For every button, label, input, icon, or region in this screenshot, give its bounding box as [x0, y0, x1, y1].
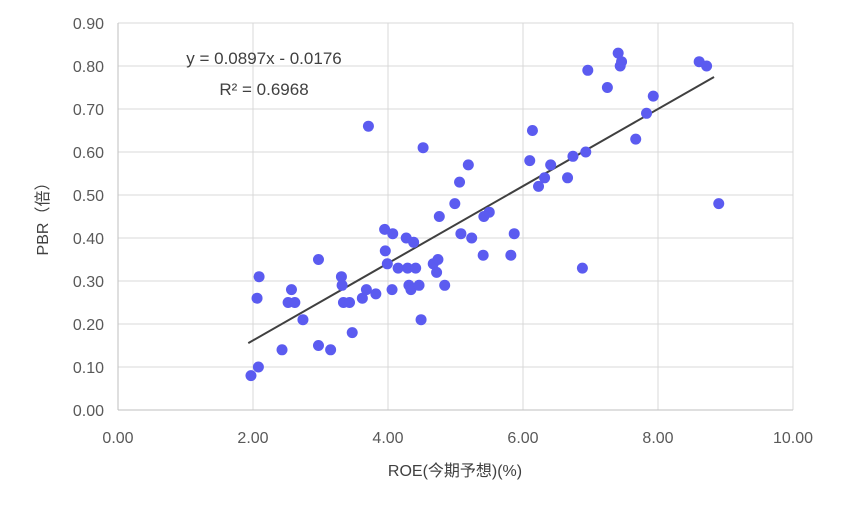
data-point — [360, 284, 372, 296]
data-point — [449, 198, 461, 210]
trendline — [247, 76, 715, 344]
data-point — [336, 279, 348, 291]
data-point — [462, 159, 474, 171]
data-point — [252, 361, 264, 373]
y-tick-label: 0.90 — [73, 16, 104, 33]
data-point — [477, 249, 489, 261]
data-point — [413, 279, 425, 291]
data-point — [285, 284, 297, 296]
data-point — [312, 254, 324, 265]
data-point — [245, 370, 257, 382]
data-point — [601, 82, 613, 93]
data-point — [410, 262, 422, 274]
data-point — [402, 262, 414, 274]
data-point — [483, 206, 495, 218]
data-point — [545, 159, 557, 171]
data-point — [362, 120, 374, 132]
data-point — [526, 125, 538, 136]
tick-labels: 0.00 0.10 0.20 0.30 0.40 0.50 0.60 0.70 0.80 0.90… — [73, 16, 813, 447]
data-point — [533, 180, 545, 192]
data-point — [454, 176, 466, 188]
data-point — [713, 198, 725, 210]
axes — [117, 23, 793, 411]
data-point — [524, 155, 536, 167]
gridlines — [118, 22, 794, 410]
data-point — [253, 271, 265, 283]
data-point — [379, 223, 391, 235]
x-tick-label: 4.00 — [372, 430, 403, 447]
data-point — [455, 228, 467, 240]
data-point — [408, 236, 420, 248]
data-points — [245, 47, 725, 382]
data-point — [392, 262, 404, 274]
x-tick-label: 8.00 — [642, 430, 673, 447]
data-point — [379, 245, 391, 257]
y-axis-title: PBR（倍） — [34, 175, 52, 256]
y-tick-label: 0.80 — [73, 59, 104, 76]
y-tick-label: 0.30 — [73, 274, 104, 291]
y-tick-label: 0.70 — [73, 102, 104, 119]
x-tick-label: 0.00 — [102, 430, 133, 447]
data-point — [539, 172, 551, 184]
data-point — [612, 47, 624, 59]
data-point — [641, 107, 653, 119]
data-point — [312, 340, 324, 351]
y-tick-label: 0.50 — [73, 188, 104, 205]
data-point — [616, 56, 628, 68]
data-point — [405, 284, 417, 296]
data-point — [701, 60, 713, 72]
data-point — [346, 327, 358, 339]
data-point — [508, 228, 520, 240]
data-point — [335, 271, 347, 283]
data-point — [630, 133, 642, 145]
data-point — [276, 344, 288, 356]
data-point — [433, 211, 445, 222]
data-point — [576, 262, 588, 274]
data-point — [417, 142, 429, 154]
y-tick-label: 0.20 — [73, 317, 104, 334]
data-point — [582, 64, 594, 76]
trendline-group — [247, 76, 715, 344]
y-tick-label: 0.60 — [73, 145, 104, 162]
data-point — [386, 284, 398, 296]
y-tick-label: 0.00 — [73, 403, 104, 420]
y-tick-label: 0.40 — [73, 231, 104, 248]
x-tick-label: 10.00 — [773, 430, 813, 447]
data-point — [344, 297, 356, 308]
data-point — [466, 232, 478, 244]
data-point — [439, 279, 451, 291]
trendline-equation: y = 0.0897x - 0.0176 — [186, 49, 341, 68]
data-point — [251, 292, 263, 304]
x-axis-title: ROE(今期予想)(%) — [388, 462, 522, 480]
data-point — [325, 344, 337, 356]
data-point — [580, 146, 592, 158]
data-point — [505, 249, 517, 261]
data-point — [289, 297, 301, 308]
x-tick-label: 6.00 — [507, 430, 538, 447]
data-point — [567, 150, 579, 162]
x-tick-label: 2.00 — [237, 430, 268, 447]
y-tick-label: 0.10 — [73, 360, 104, 377]
trendline-r-squared: R² = 0.6968 — [219, 80, 308, 99]
data-point — [431, 266, 443, 278]
data-point — [297, 314, 309, 326]
data-point — [432, 254, 444, 265]
data-point — [356, 292, 368, 304]
data-point — [562, 172, 574, 184]
data-point — [387, 228, 399, 240]
data-point — [370, 288, 382, 300]
data-point — [415, 314, 427, 326]
data-point — [381, 258, 393, 270]
data-point — [647, 90, 659, 102]
